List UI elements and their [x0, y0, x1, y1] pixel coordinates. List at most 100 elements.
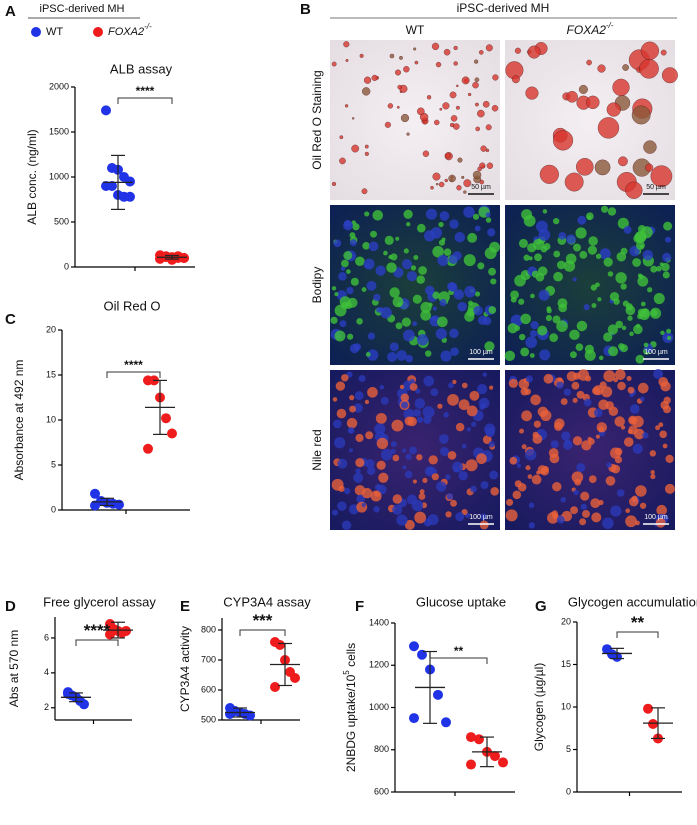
cell	[514, 274, 526, 287]
cell	[490, 487, 499, 496]
cell	[588, 475, 597, 484]
cell	[506, 498, 514, 506]
y-tick-label: 0	[51, 504, 56, 514]
cell	[525, 375, 533, 383]
cell	[530, 330, 538, 338]
cell	[595, 253, 602, 259]
cell	[365, 459, 375, 469]
cell	[587, 436, 592, 442]
cell	[633, 324, 643, 335]
cell	[474, 291, 481, 297]
row-label: Bodipy	[310, 267, 324, 304]
cell	[341, 259, 349, 268]
cell	[366, 349, 379, 361]
y-label-text: 2NBDG uptake/10	[344, 674, 358, 772]
y-axis-label: 2NBDG uptake/105 cells	[342, 643, 358, 772]
cell	[587, 215, 592, 220]
cell	[404, 416, 414, 426]
cell	[439, 211, 450, 221]
micrograph	[330, 370, 500, 530]
significance-label: ****	[136, 84, 155, 98]
cell	[602, 517, 614, 529]
cell	[396, 105, 400, 109]
cell	[430, 388, 439, 397]
cell	[350, 277, 359, 286]
cell	[661, 67, 678, 84]
cell	[351, 144, 360, 153]
data-point	[270, 682, 280, 692]
cell	[453, 123, 460, 130]
cell	[592, 386, 601, 396]
cell	[416, 454, 423, 461]
cell	[376, 460, 386, 470]
cell	[363, 76, 372, 84]
cell	[650, 473, 656, 480]
cell	[528, 502, 535, 509]
cell	[463, 179, 472, 188]
cell	[439, 434, 449, 444]
scale-label: 50 µm	[646, 184, 666, 191]
cell	[351, 117, 355, 120]
cell	[603, 370, 616, 383]
cell	[480, 513, 487, 520]
micrograph	[505, 40, 678, 200]
cell	[505, 509, 518, 522]
cell	[517, 482, 527, 492]
cell	[580, 491, 590, 501]
cell	[545, 314, 553, 322]
cell	[601, 205, 609, 213]
cell	[578, 84, 588, 94]
cell	[476, 453, 487, 465]
cell	[334, 304, 347, 317]
cell	[597, 117, 620, 139]
error-bar	[111, 154, 125, 210]
y-tick-label: 10	[46, 414, 56, 424]
cell	[404, 470, 413, 479]
cell	[336, 408, 347, 419]
cell	[355, 433, 364, 443]
cell	[534, 253, 542, 262]
cell	[405, 354, 413, 363]
cell	[631, 105, 651, 125]
cell	[606, 462, 612, 468]
cell	[477, 166, 482, 172]
cell	[560, 398, 568, 406]
cell	[401, 259, 413, 270]
cell	[340, 266, 346, 271]
cell	[527, 243, 537, 253]
cell	[473, 306, 483, 316]
cell	[447, 393, 459, 406]
cell	[387, 103, 394, 109]
data-point	[275, 640, 285, 650]
cell	[587, 245, 597, 255]
cell	[471, 421, 477, 427]
data-point	[474, 734, 484, 745]
y-axis-label: CYP3A4 activity	[178, 626, 192, 712]
cell	[520, 387, 529, 396]
cell	[343, 251, 353, 260]
y-tick-label: 4	[44, 667, 49, 677]
cell	[389, 53, 395, 59]
cell	[572, 277, 577, 282]
y-tick-label: 2	[44, 702, 49, 712]
significance-bracket	[117, 97, 173, 104]
cell	[518, 298, 525, 305]
cell	[418, 266, 427, 275]
cell	[556, 320, 568, 332]
cell	[597, 297, 602, 302]
cell	[663, 405, 671, 414]
data-point	[466, 732, 476, 743]
cell	[520, 347, 530, 357]
cell	[622, 64, 629, 71]
cell	[485, 148, 490, 153]
cell	[437, 403, 443, 409]
cell	[574, 478, 582, 486]
cell	[569, 329, 580, 341]
error-bar	[233, 707, 247, 718]
cell	[456, 185, 462, 191]
legend-marker	[31, 27, 41, 37]
cell	[576, 158, 594, 176]
cell	[406, 132, 410, 136]
cell	[439, 298, 447, 307]
cell	[576, 390, 585, 399]
